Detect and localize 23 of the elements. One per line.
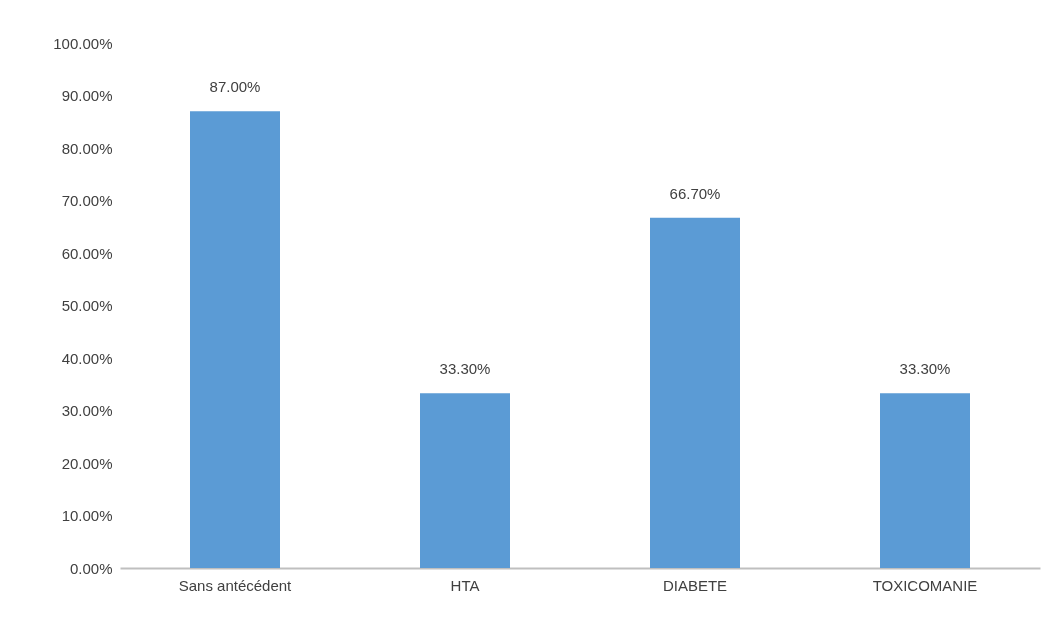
y-tick-label: 80.00%	[61, 139, 113, 157]
x-tick-label: DIABETE	[662, 576, 728, 594]
x-tick-label: TOXICOMANIE	[872, 576, 978, 594]
x-tick-label: Sans antécédent	[178, 576, 293, 594]
data-label: 33.30%	[439, 360, 491, 378]
y-tick-label: 30.00%	[61, 402, 113, 419]
data-label: 66.70%	[669, 184, 721, 202]
y-tick-label: 100.00%	[53, 34, 113, 52]
y-tick-label: 10.00%	[61, 507, 113, 524]
bar	[650, 217, 740, 568]
bar	[190, 111, 280, 568]
y-tick-label: 60.00%	[61, 244, 113, 262]
y-tick-label: 40.00%	[61, 349, 113, 367]
bar	[880, 393, 970, 568]
bar	[420, 393, 510, 568]
y-tick-label: 90.00%	[61, 87, 113, 104]
y-tick-label: 0.00%	[69, 559, 113, 577]
data-label: 33.30%	[899, 360, 951, 378]
y-tick-label: 50.00%	[61, 297, 113, 314]
x-tick-label: HTA	[450, 576, 480, 594]
y-tick-label: 70.00%	[61, 192, 113, 209]
data-label: 87.00%	[209, 78, 261, 96]
y-tick-label: 20.00%	[61, 454, 113, 472]
